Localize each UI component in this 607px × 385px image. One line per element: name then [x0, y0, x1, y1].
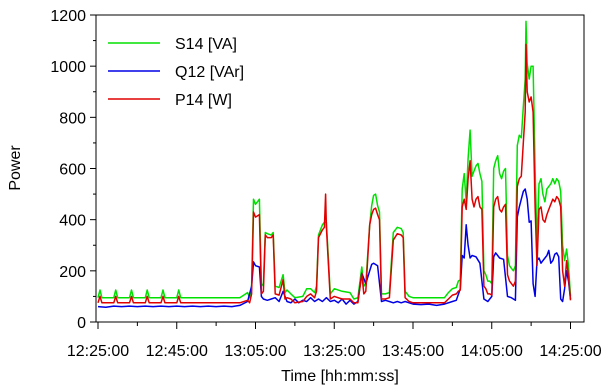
- legend-label-q12: Q12 [VAr]: [175, 64, 244, 81]
- series-line-p14: [97, 43, 572, 304]
- x-tick-label: 14:25:00: [539, 343, 601, 360]
- x-tick-label: 12:25:00: [67, 343, 129, 360]
- y-axis-label: Power: [7, 145, 24, 191]
- y-tick-label: 1200: [50, 8, 86, 25]
- y-tick-label: 400: [59, 213, 86, 230]
- y-tick-label: 0: [77, 315, 86, 332]
- y-axis: 0 200 400 600 800 1000 1200: [50, 8, 96, 332]
- y-tick-label: 600: [59, 162, 86, 179]
- legend-label-s14: S14 [VA]: [175, 36, 237, 53]
- series-layer: [97, 20, 572, 308]
- x-tick-label: 13:45:00: [382, 343, 444, 360]
- series-line-q12: [97, 188, 572, 308]
- y-tick-label: 1000: [50, 59, 86, 76]
- x-tick-label: 14:05:00: [461, 343, 523, 360]
- y-tick-label: 800: [59, 110, 86, 127]
- legend: S14 [VA] Q12 [VAr] P14 [W]: [108, 36, 244, 109]
- x-axis-label: Time [hh:mm:ss]: [281, 368, 399, 385]
- y-tick-label: 200: [59, 264, 86, 281]
- x-tick-label: 13:05:00: [224, 343, 286, 360]
- x-tick-label: 13:25:00: [303, 343, 365, 360]
- x-tick-label: 12:45:00: [146, 343, 208, 360]
- plot-frame: [95, 14, 585, 323]
- legend-label-p14: P14 [W]: [175, 92, 232, 109]
- x-axis: 12:25:00 12:45:00 13:05:00 13:25:00 13:45:00…: [67, 322, 602, 360]
